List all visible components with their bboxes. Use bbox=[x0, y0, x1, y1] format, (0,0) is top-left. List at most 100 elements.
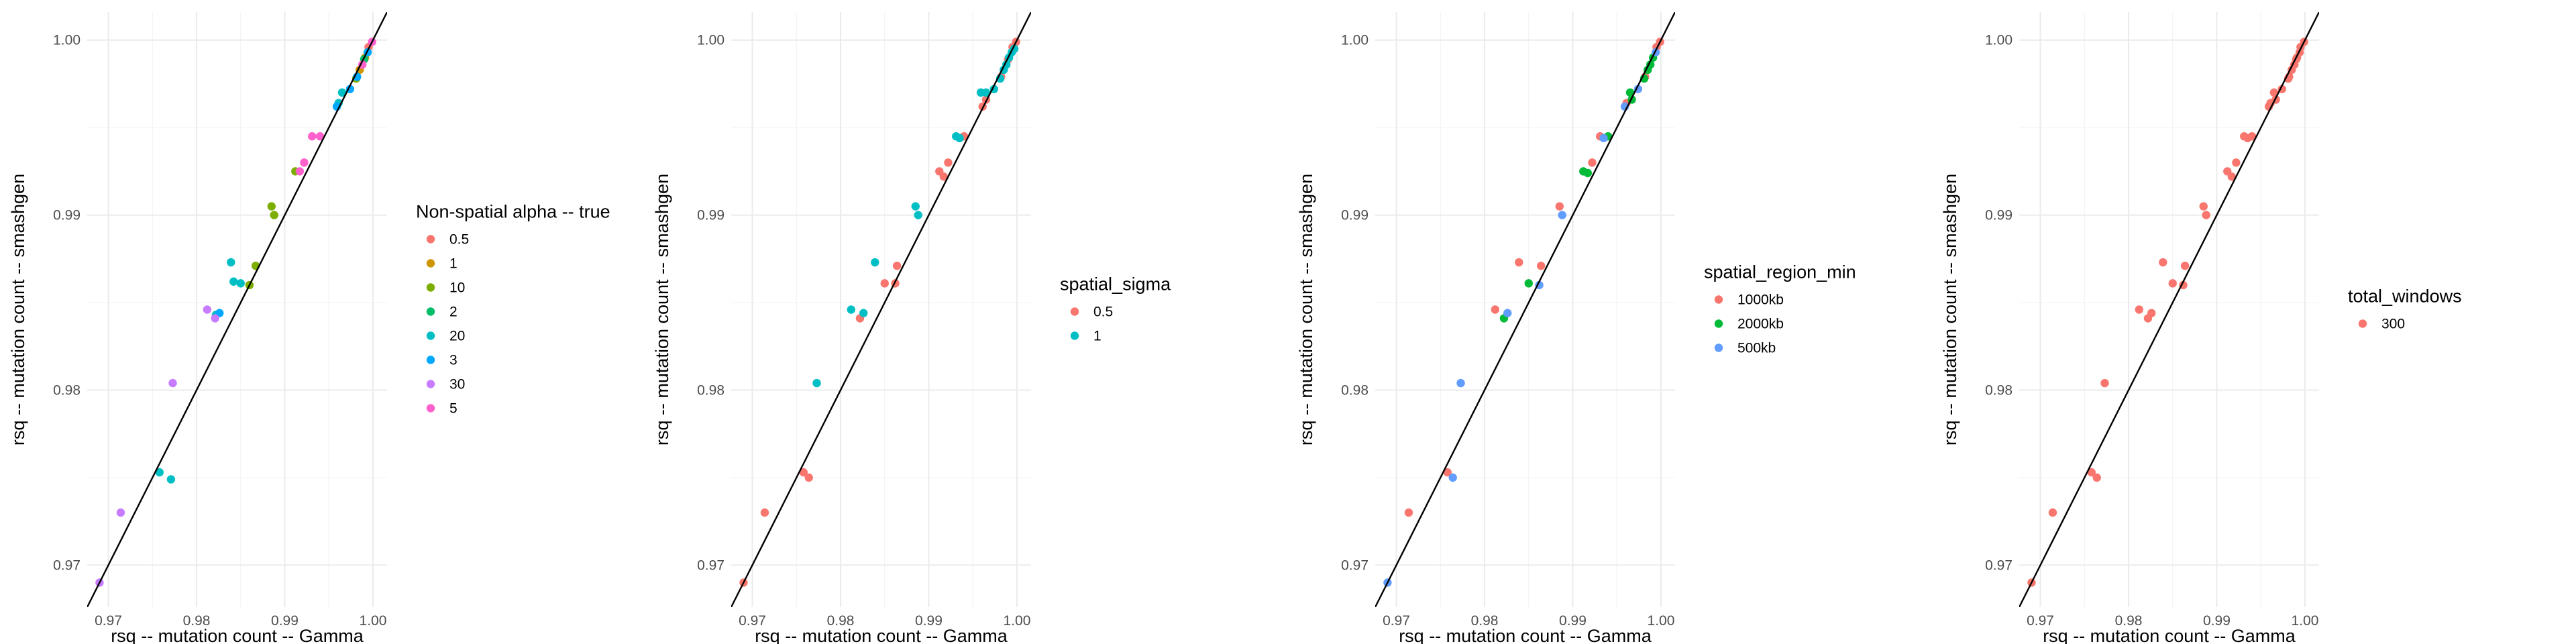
legend-title: spatial_region_min bbox=[1704, 262, 1856, 282]
minor-gridlines bbox=[2019, 12, 2319, 607]
major-gridlines bbox=[731, 12, 1031, 607]
y-tick-label: 0.98 bbox=[697, 383, 724, 398]
legend-key-5 bbox=[426, 404, 435, 413]
data-point bbox=[1503, 309, 1512, 317]
legend-label-0.5: 0.5 bbox=[449, 232, 469, 248]
x-tick-label: 0.99 bbox=[271, 613, 299, 629]
data-point bbox=[2147, 309, 2156, 317]
y-tick-label: 1.00 bbox=[1985, 33, 2012, 48]
y-tick-label: 0.99 bbox=[697, 208, 724, 223]
x-tick-label: 0.98 bbox=[827, 613, 855, 629]
data-point bbox=[2135, 305, 2143, 314]
data-point bbox=[166, 475, 176, 484]
data-point bbox=[337, 88, 347, 97]
y-axis-title: rsq -- mutation count -- smashgen bbox=[1296, 174, 1316, 445]
identity-reference-line bbox=[1375, 12, 1675, 607]
data-point bbox=[981, 88, 991, 97]
data-point bbox=[229, 277, 238, 286]
data-point bbox=[1588, 158, 1597, 167]
legend-key-2 bbox=[426, 307, 435, 316]
legend-key-2000kb bbox=[1714, 319, 1723, 328]
legend-key-500kb bbox=[1714, 343, 1723, 352]
major-gridlines bbox=[87, 12, 387, 607]
x-tick-label: 0.98 bbox=[2115, 613, 2143, 629]
x-axis-title: rsq -- mutation count -- Gamma bbox=[755, 626, 1008, 644]
y-tick-label: 0.97 bbox=[1341, 557, 1368, 573]
data-point bbox=[1558, 211, 1566, 219]
data-point bbox=[804, 473, 813, 482]
data-point bbox=[911, 202, 920, 211]
legend-key-0.5 bbox=[426, 235, 435, 244]
data-point bbox=[944, 158, 953, 167]
y-tick-label: 0.98 bbox=[1985, 383, 2012, 398]
legend-key-10 bbox=[426, 283, 435, 292]
y-tick-label: 0.98 bbox=[1341, 383, 1368, 398]
x-tick-label: 1.00 bbox=[360, 613, 387, 629]
minor-gridlines bbox=[1375, 12, 1675, 607]
data-point bbox=[2227, 172, 2237, 181]
x-tick-label: 1.00 bbox=[1648, 613, 1675, 629]
data-point bbox=[1599, 133, 1608, 143]
series-30 bbox=[95, 305, 219, 587]
data-point bbox=[2232, 158, 2241, 167]
data-point bbox=[1448, 473, 1457, 482]
minor-gridlines bbox=[731, 12, 1031, 607]
data-point bbox=[1524, 279, 1533, 288]
legend-label-3: 3 bbox=[449, 353, 458, 368]
minor-gridlines bbox=[87, 12, 387, 607]
x-tick-label: 0.97 bbox=[2027, 613, 2054, 629]
legend-label-500kb: 500kb bbox=[1737, 341, 1776, 356]
x-tick-label: 0.97 bbox=[1383, 613, 1410, 629]
legend-key-1000kb bbox=[1714, 295, 1723, 304]
y-tick-label: 0.97 bbox=[53, 557, 80, 573]
data-point bbox=[2100, 378, 2109, 388]
data-point bbox=[1456, 378, 1465, 388]
legend-title: spatial_sigma bbox=[1060, 274, 1171, 294]
legend-label-0.5: 0.5 bbox=[1093, 305, 1113, 320]
data-point bbox=[236, 279, 245, 288]
data-point bbox=[1404, 508, 1413, 517]
plot-area bbox=[87, 12, 387, 607]
data-point bbox=[168, 378, 177, 388]
y-tick-label: 1.00 bbox=[53, 33, 80, 48]
data-point bbox=[116, 508, 125, 517]
legend-key-0.5 bbox=[1070, 307, 1079, 316]
data-point bbox=[2159, 258, 2167, 267]
legend-title: total_windows bbox=[2348, 286, 2462, 307]
x-tick-label: 0.99 bbox=[915, 613, 943, 629]
y-tick-label: 0.97 bbox=[1985, 557, 2012, 573]
data-point bbox=[211, 314, 219, 323]
y-axis-title: rsq -- mutation count -- smashgen bbox=[1940, 174, 1960, 445]
data-point bbox=[2202, 211, 2210, 219]
data-point bbox=[155, 468, 164, 477]
x-tick-label: 0.98 bbox=[183, 613, 211, 629]
y-tick-label: 0.97 bbox=[697, 557, 724, 573]
y-tick-label: 1.00 bbox=[697, 33, 724, 48]
legend-label-5: 5 bbox=[449, 401, 458, 417]
data-point bbox=[315, 132, 325, 141]
y-axis-title: rsq -- mutation count -- smashgen bbox=[652, 174, 672, 445]
data-point bbox=[892, 262, 902, 270]
y-axis-title: rsq -- mutation count -- smashgen bbox=[8, 174, 28, 445]
data-point bbox=[2048, 508, 2057, 517]
legend-label-10: 10 bbox=[449, 280, 465, 296]
data-point bbox=[1536, 262, 1546, 270]
major-gridlines bbox=[1375, 12, 1675, 607]
data-point bbox=[1515, 258, 1523, 267]
x-tick-label: 0.99 bbox=[1559, 613, 1587, 629]
data-point bbox=[2168, 279, 2177, 288]
legend-label-1: 1 bbox=[449, 256, 458, 272]
legend-key-3 bbox=[426, 356, 435, 364]
data-point bbox=[2199, 202, 2208, 211]
data-point bbox=[760, 508, 769, 517]
legend-label-1: 1 bbox=[1093, 329, 1102, 344]
data-point bbox=[812, 378, 821, 388]
x-tick-label: 0.97 bbox=[739, 613, 766, 629]
legend-label-300: 300 bbox=[2381, 317, 2405, 332]
plot-area bbox=[1375, 12, 1675, 607]
identity-reference-line bbox=[87, 12, 387, 607]
data-point bbox=[227, 258, 235, 267]
legend-label-1000kb: 1000kb bbox=[1737, 292, 1784, 308]
